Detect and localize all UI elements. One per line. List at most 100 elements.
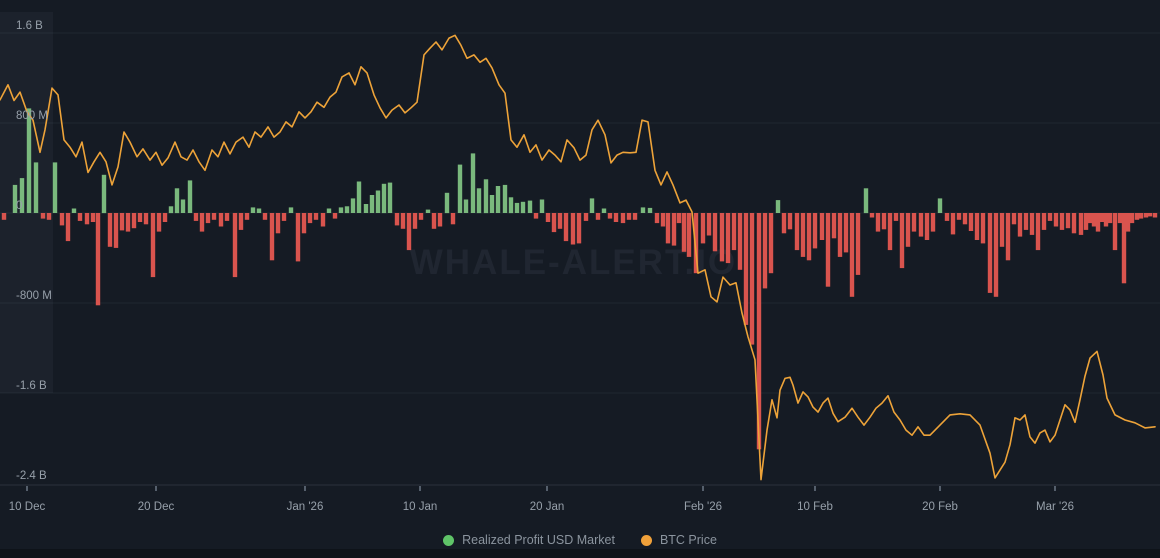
profit-bar[interactable] xyxy=(232,213,238,278)
profit-bar[interactable] xyxy=(737,213,743,270)
profit-bar[interactable] xyxy=(893,213,899,221)
profit-bar[interactable] xyxy=(905,213,911,247)
profit-bar[interactable] xyxy=(483,179,489,214)
profit-bar[interactable] xyxy=(476,188,482,214)
profit-bar[interactable] xyxy=(52,162,58,213)
profit-bar[interactable] xyxy=(1095,213,1101,232)
profit-bar[interactable] xyxy=(131,213,137,229)
profit-bar[interactable] xyxy=(775,200,781,213)
profit-bar[interactable] xyxy=(819,213,825,240)
profit-bar[interactable] xyxy=(613,213,619,222)
profit-bar[interactable] xyxy=(887,213,893,251)
profit-bar[interactable] xyxy=(344,206,350,214)
profit-bar[interactable] xyxy=(1143,213,1149,218)
profit-bar[interactable] xyxy=(676,213,682,224)
profit-bar[interactable] xyxy=(563,213,569,242)
profit-bar[interactable] xyxy=(831,213,837,239)
profit-bar[interactable] xyxy=(125,213,131,232)
profit-bar[interactable] xyxy=(1029,213,1035,235)
profit-bar[interactable] xyxy=(1047,213,1053,221)
profit-bar[interactable] xyxy=(33,162,39,213)
profit-bar[interactable] xyxy=(837,213,843,257)
profit-bar[interactable] xyxy=(539,199,545,214)
profit-bar[interactable] xyxy=(1017,213,1023,237)
profit-bar[interactable] xyxy=(502,184,508,213)
profit-bar[interactable] xyxy=(156,213,162,232)
profit-bar[interactable] xyxy=(930,213,936,232)
profit-bar[interactable] xyxy=(1117,213,1123,224)
profit-bar[interactable] xyxy=(326,208,332,214)
profit-bar[interactable] xyxy=(412,213,418,229)
profit-bar[interactable] xyxy=(974,213,980,240)
profit-bar[interactable] xyxy=(137,213,143,222)
profit-bar[interactable] xyxy=(350,198,356,213)
profit-bar[interactable] xyxy=(437,213,443,227)
profit-bar[interactable] xyxy=(71,208,77,214)
profit-bar[interactable] xyxy=(205,213,211,224)
profit-bar[interactable] xyxy=(1125,213,1131,232)
profit-bar[interactable] xyxy=(1035,213,1041,251)
profit-bar[interactable] xyxy=(794,213,800,251)
profit-bar[interactable] xyxy=(520,201,526,214)
profit-bar[interactable] xyxy=(686,213,692,257)
profit-bar[interactable] xyxy=(700,213,706,244)
profit-bar[interactable] xyxy=(40,213,46,219)
profit-bar[interactable] xyxy=(180,199,186,214)
profit-bar[interactable] xyxy=(855,213,861,275)
profit-bar[interactable] xyxy=(1121,213,1127,284)
profit-bar[interactable] xyxy=(168,206,174,214)
profit-bar[interactable] xyxy=(211,213,217,220)
btc-price-line[interactable] xyxy=(0,34,1156,481)
profit-bar[interactable] xyxy=(470,153,476,213)
profit-bar[interactable] xyxy=(369,195,375,213)
profit-bar[interactable] xyxy=(1091,213,1097,227)
profit-bar[interactable] xyxy=(95,213,101,306)
profit-bar[interactable] xyxy=(418,213,424,220)
profit-bar[interactable] xyxy=(632,213,638,220)
profit-bar[interactable] xyxy=(150,213,156,278)
profit-bar[interactable] xyxy=(256,208,262,214)
profit-bar[interactable] xyxy=(756,213,762,450)
profit-bar[interactable] xyxy=(425,209,431,213)
profit-bar[interactable] xyxy=(570,213,576,245)
profit-bar[interactable] xyxy=(187,180,193,213)
profit-bar[interactable] xyxy=(1005,213,1011,261)
profit-bar[interactable] xyxy=(320,213,326,227)
profit-bar[interactable] xyxy=(199,213,205,232)
profit-bar[interactable] xyxy=(551,213,557,233)
profit-bar[interactable] xyxy=(1107,213,1113,224)
profit-bar[interactable] xyxy=(107,213,113,247)
profit-bar[interactable] xyxy=(288,207,294,213)
profit-bar[interactable] xyxy=(665,213,671,244)
profit-bar[interactable] xyxy=(743,213,749,325)
profit-bar[interactable] xyxy=(1041,213,1047,230)
profit-bar[interactable] xyxy=(244,213,250,220)
profit-bar[interactable] xyxy=(1129,213,1135,224)
profit-bar[interactable] xyxy=(681,213,687,252)
profit-bar[interactable] xyxy=(576,213,582,244)
profit-bar[interactable] xyxy=(1152,213,1158,218)
profit-bar[interactable] xyxy=(987,213,993,293)
profit-bar[interactable] xyxy=(387,182,393,213)
profit-bar[interactable] xyxy=(1023,213,1029,230)
profit-bar[interactable] xyxy=(583,213,589,221)
profit-bar[interactable] xyxy=(457,164,463,213)
profit-bar[interactable] xyxy=(250,207,256,213)
profit-bar[interactable] xyxy=(275,213,281,234)
profit-bar[interactable] xyxy=(1083,213,1089,230)
profit-bar[interactable] xyxy=(77,213,83,221)
profit-bar[interactable] xyxy=(1112,213,1118,251)
profit-bar[interactable] xyxy=(1138,213,1144,219)
profit-bar[interactable] xyxy=(843,213,849,253)
profit-bar[interactable] xyxy=(725,213,731,264)
profit-bar[interactable] xyxy=(46,213,52,220)
profit-bar[interactable] xyxy=(101,174,107,214)
profit-bar[interactable] xyxy=(607,213,613,219)
profit-bar[interactable] xyxy=(589,198,595,213)
profit-bar[interactable] xyxy=(647,207,653,213)
profit-bar[interactable] xyxy=(626,213,632,220)
profit-bar[interactable] xyxy=(944,213,950,221)
profit-bar[interactable] xyxy=(162,213,168,222)
profit-bar[interactable] xyxy=(1065,213,1071,229)
profit-bar[interactable] xyxy=(431,213,437,229)
